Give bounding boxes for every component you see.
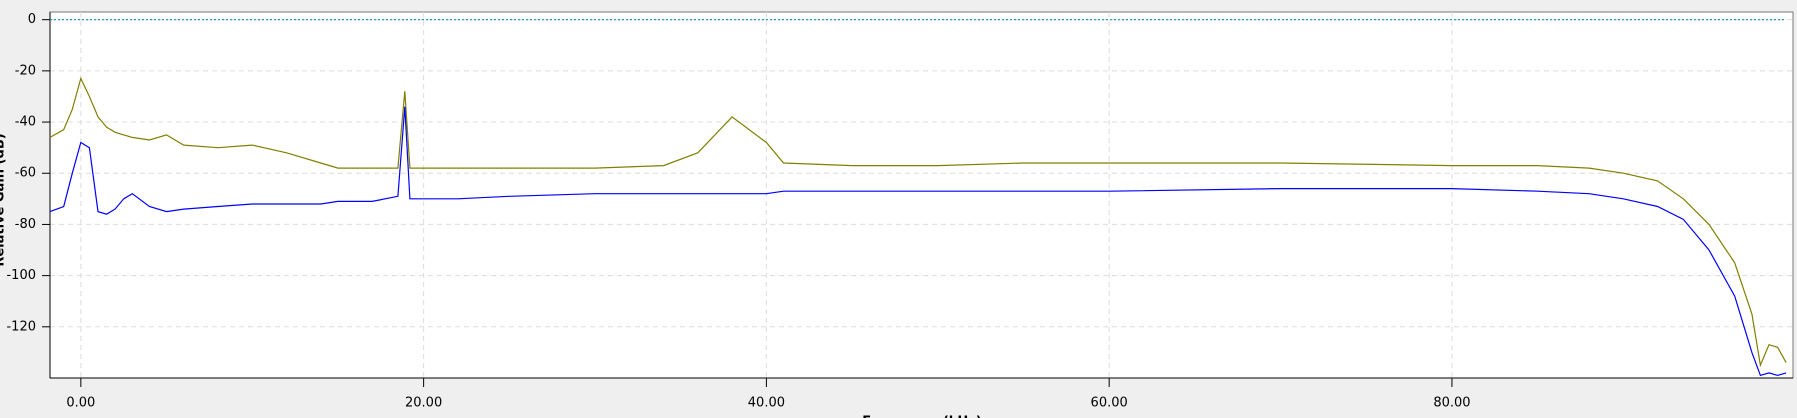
y-tick-label: -40 — [15, 115, 36, 130]
plot-area — [49, 11, 1794, 379]
x-tick-label: 60.00 — [1091, 396, 1128, 411]
x-tick-label: 40.00 — [748, 396, 785, 411]
x-tick-label: 80.00 — [1433, 396, 1470, 411]
y-tick-label: -80 — [15, 217, 36, 232]
y-tick-label: -20 — [15, 63, 36, 78]
series-line — [49, 106, 1787, 377]
y-tick-label: 0 — [28, 12, 36, 27]
y-axis-label: Relative Gain (dB) — [0, 133, 8, 266]
x-axis-label: Frequency (kHz) — [862, 415, 982, 418]
x-tick-label: 0.00 — [66, 396, 95, 411]
y-tick-label: -100 — [6, 268, 36, 283]
x-tick-label: 20.00 — [405, 396, 442, 411]
series-line — [49, 76, 1787, 368]
y-tick-label: -60 — [15, 166, 36, 181]
y-tick-label: -120 — [6, 319, 36, 334]
